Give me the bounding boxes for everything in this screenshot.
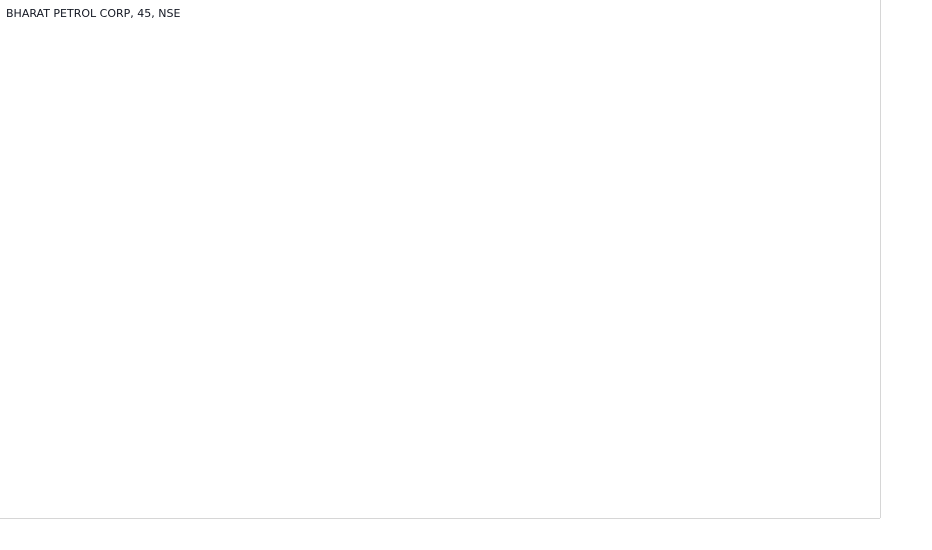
- chart-title: BHARAT PETROL CORP, 45, NSE: [6, 7, 180, 20]
